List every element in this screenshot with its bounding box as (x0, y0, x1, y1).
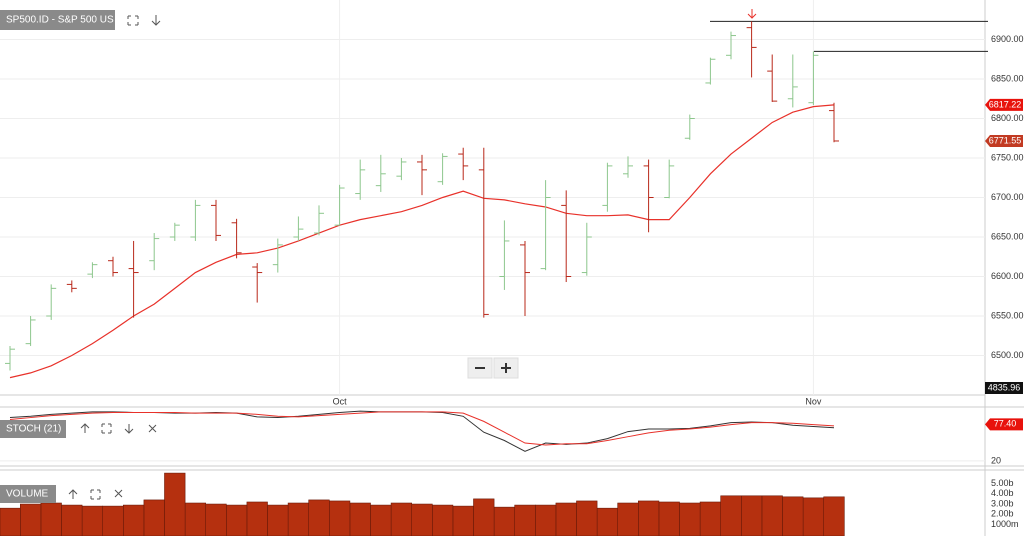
volume-bar (699, 501, 721, 536)
volume-bar (164, 472, 186, 536)
volume-bar (349, 502, 371, 536)
volume-bar (267, 504, 289, 536)
volume-bar (596, 507, 618, 536)
volume-bar (534, 504, 557, 536)
volume-bar (452, 505, 474, 536)
x-tick-label: Oct (333, 396, 348, 406)
volume-bar (576, 500, 598, 536)
volume-bar (679, 502, 701, 536)
volume-bar (205, 503, 227, 536)
volume-bar (246, 501, 268, 536)
stoch-line (9, 410, 835, 452)
y-tick-label: 6900.00 (991, 34, 1024, 44)
zoom-controls[interactable] (467, 357, 519, 379)
volume-bar (308, 499, 330, 536)
volume-bar (802, 497, 824, 536)
volume-bar (431, 504, 454, 536)
y-tick-label: 6600.00 (991, 271, 1024, 281)
y-tick-label: 6750.00 (991, 152, 1024, 162)
badge: 4835.96 (985, 382, 1023, 394)
price-tag-label: 6817.22 (989, 99, 1022, 109)
price-tag (985, 134, 1023, 147)
marker-arrow (747, 9, 757, 19)
volume-bar (720, 495, 742, 536)
volume-bar (40, 502, 62, 536)
stoch-tab[interactable]: STOCH (21) (0, 420, 157, 438)
volume-bar (761, 495, 783, 536)
volume-bar (617, 502, 639, 536)
volume-bar (370, 504, 392, 536)
volume-bar (184, 502, 207, 536)
price-tag (985, 98, 1023, 111)
volume-bar (740, 495, 763, 536)
volume-bar (658, 501, 680, 536)
value-tag (985, 418, 1023, 431)
y-tick-label: 6800.00 (991, 113, 1024, 123)
y-tick-label: 3.00b (991, 498, 1014, 508)
symbol-tab[interactable]: SP500.ID - S&P 500 US (0, 10, 115, 30)
x-tick-label: Nov (805, 396, 822, 406)
volume-bar (123, 504, 145, 536)
moving-average (9, 104, 835, 379)
y-tick-label: 20 (991, 455, 1001, 465)
volume-bar (19, 503, 42, 536)
price-tag-label: 6771.55 (989, 135, 1022, 145)
y-tick-label: 6650.00 (991, 231, 1024, 241)
value-tag-label: 77.40 (994, 419, 1017, 429)
volume-bar (782, 496, 804, 536)
volume-bar (493, 506, 516, 536)
volume-bar (637, 500, 660, 536)
y-tick-label: 4.00b (991, 488, 1014, 498)
y-tick-label: 6850.00 (991, 73, 1024, 83)
volume-bar (287, 502, 310, 536)
symbol-icons[interactable] (127, 15, 161, 26)
volume-bar (81, 505, 103, 536)
y-tick-label: 6700.00 (991, 192, 1024, 202)
volume-bar (514, 504, 536, 536)
y-tick-label: 6550.00 (991, 310, 1024, 320)
stoch-line (9, 411, 835, 446)
volume-bar (143, 499, 165, 536)
volume-bar (328, 500, 351, 536)
volume-tab[interactable]: VOLUME (0, 485, 123, 503)
symbol-label: SP500.ID - S&P 500 US (6, 15, 114, 26)
y-tick-label: 2.00b (991, 509, 1014, 519)
y-tick-label: 5.00b (991, 478, 1014, 488)
volume-bar (473, 498, 495, 536)
volume-bar (0, 507, 21, 536)
y-tick-label: 1000m (991, 519, 1019, 529)
volume-bar (555, 502, 577, 536)
volume-bar (61, 504, 83, 536)
stoch-title: STOCH (21) (6, 424, 61, 435)
volume-bar (411, 503, 433, 536)
volume-bar (390, 502, 413, 536)
volume-bar (823, 496, 845, 536)
y-tick-label: 6500.00 (991, 350, 1024, 360)
volume-title: VOLUME (6, 489, 49, 500)
volume-bar (102, 505, 124, 536)
badge-label: 4835.96 (988, 382, 1021, 392)
volume-bar (226, 504, 248, 536)
